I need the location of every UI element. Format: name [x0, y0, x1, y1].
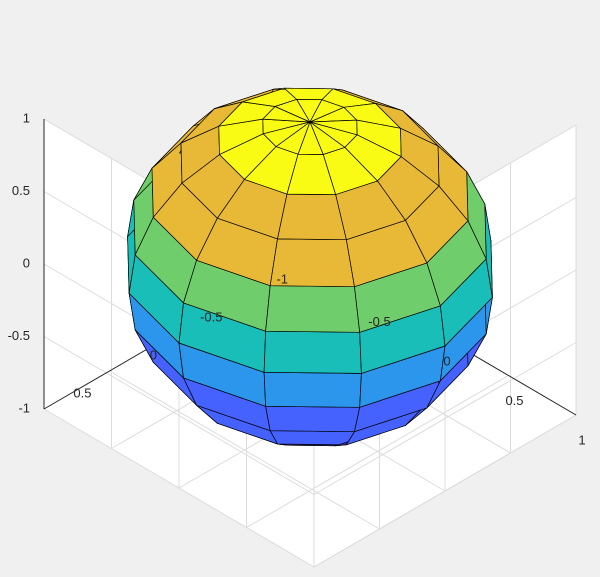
sphere-facet-3-7 — [269, 430, 355, 446]
x-tick-label: 0.5 — [505, 393, 523, 408]
grid-z-left-0 — [43, 408, 315, 568]
grid-z-left-1 — [43, 336, 315, 495]
z-tick-label: -0.5 — [8, 328, 30, 343]
grid-z-right-0 — [313, 414, 577, 568]
sphere-facet-4-7 — [265, 405, 361, 433]
x-tick-label: 1 — [578, 432, 585, 447]
x-tick-label: -0.5 — [368, 314, 390, 329]
sphere-facet-9-7 — [277, 193, 347, 241]
z-tick-label: 1 — [23, 110, 30, 125]
y-tick-label: 0 — [150, 347, 157, 362]
x-tick-label: 0 — [443, 353, 450, 368]
grid-z-right-1 — [313, 342, 577, 495]
z-tick-label: -1 — [18, 400, 30, 415]
sphere-facet-9-4 — [400, 127, 440, 187]
sphere-facet-6-7 — [263, 330, 362, 374]
sphere-facet-7-7 — [265, 285, 361, 333]
z-tick-label: 0 — [23, 255, 30, 270]
y-tick-label: -0.5 — [200, 309, 222, 324]
y-tick-label: 0.5 — [73, 385, 91, 400]
y-tick-label: -1 — [276, 271, 288, 286]
sphere-facet-5-7 — [263, 371, 362, 408]
sphere-surface — [127, 87, 493, 447]
z-tick-label: 0.5 — [12, 183, 30, 198]
tick-labels: -1 -0.5 0 0.5 1 -0.5 0 0.5 1 -1 -0.5 0 0.5 — [8, 110, 586, 447]
grid-y-floor-3 — [109, 370, 380, 530]
